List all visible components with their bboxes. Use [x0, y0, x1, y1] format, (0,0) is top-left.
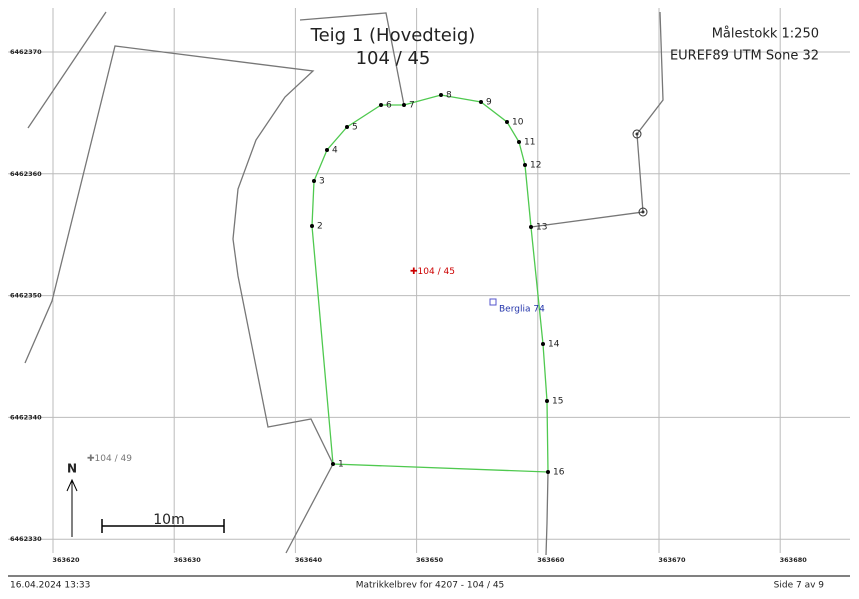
parcel-label: ✚104 / 45 — [410, 267, 455, 277]
y-grid-label: 6462340 — [10, 413, 42, 421]
parcel-boundary — [311, 94, 549, 473]
point-label: 4 — [332, 146, 338, 156]
y-grid-label: 6462360 — [10, 170, 42, 178]
plus: ✚ — [87, 454, 95, 464]
x-grid-label: 363650 — [416, 556, 444, 564]
x-grid-label: 363640 — [295, 556, 323, 564]
marker — [638, 207, 648, 217]
point-label: 2 — [317, 222, 323, 232]
boundary-line — [530, 11, 664, 228]
boundary-point — [379, 103, 383, 107]
scalebar-label: 10m — [153, 512, 184, 528]
north-arrow-head — [66, 478, 78, 492]
y-grid-label: 6462330 — [10, 535, 42, 543]
x-grid-label: 363630 — [174, 556, 202, 564]
point-label: 12 — [530, 161, 541, 171]
boundary-point — [331, 462, 335, 466]
boundary-point — [310, 224, 314, 228]
point-label: 13 — [536, 223, 547, 233]
footer-document: Matrikkelbrev for 4207 - 104 / 45 — [356, 581, 505, 591]
point-label: 7 — [409, 101, 415, 111]
y-grid-label: 6462370 — [10, 48, 42, 56]
x-grid-label: 363680 — [780, 556, 808, 564]
point-label: 10 — [512, 118, 524, 128]
point-label: 8 — [446, 91, 452, 101]
footer-date: 16.04.2024 13:33 — [10, 581, 90, 591]
x-grid-label: 363620 — [52, 556, 80, 564]
boundary-point — [312, 179, 316, 183]
boundary-point — [523, 163, 527, 167]
subtitle: 104 / 45 — [356, 48, 431, 69]
marker — [635, 132, 639, 136]
point-label: 9 — [486, 98, 492, 108]
boundary-line — [27, 11, 107, 129]
boundary-line — [24, 45, 334, 554]
footer-page: Side 7 av 9 — [774, 581, 825, 591]
y-grid-label: 6462350 — [10, 292, 42, 300]
boundary-point — [345, 125, 349, 129]
boundary-point — [546, 470, 550, 474]
point-label: 11 — [524, 138, 535, 148]
boundary-point — [545, 399, 549, 403]
marker — [632, 129, 642, 139]
boundary-line — [545, 471, 549, 556]
address: Berglia 74 — [499, 305, 545, 315]
x-grid-label: 363670 — [658, 556, 686, 564]
point-label: 1 — [338, 460, 344, 470]
boundary-point — [402, 103, 406, 107]
boundary-point — [439, 93, 443, 97]
parcel-number: 104 / 45 — [418, 267, 455, 277]
title: Teig 1 (Hovedteig) — [310, 25, 476, 46]
grid: 363620 363630 363640 363650 363660 363670 3636… — [8, 8, 850, 564]
point-label: 5 — [352, 123, 358, 133]
boundary-point — [517, 140, 521, 144]
north-label: N — [67, 462, 77, 476]
neighbor-number: 104 / 49 — [95, 454, 133, 464]
boundary-point — [541, 342, 545, 346]
boundary-point — [529, 225, 533, 229]
scale-text: Målestokk 1:250 — [712, 27, 819, 42]
point-label: 3 — [319, 177, 325, 187]
boundary-point — [479, 100, 483, 104]
point-label: 15 — [552, 397, 563, 407]
marker — [641, 210, 645, 214]
point-label: 16 — [553, 468, 565, 478]
crs-text: EUREF89 UTM Sone 32 — [670, 49, 819, 64]
boundary-line — [299, 12, 405, 106]
neighbor-label: ✚104 / 49 — [87, 454, 132, 464]
point-label: 6 — [386, 101, 392, 111]
boundary-point — [505, 120, 509, 124]
x-grid-label: 363660 — [537, 556, 565, 564]
neighbor-boundaries — [24, 11, 664, 556]
point-label: 14 — [548, 340, 560, 350]
address-marker — [489, 298, 497, 306]
boundary-point — [325, 148, 329, 152]
plus: ✚ — [410, 267, 418, 277]
